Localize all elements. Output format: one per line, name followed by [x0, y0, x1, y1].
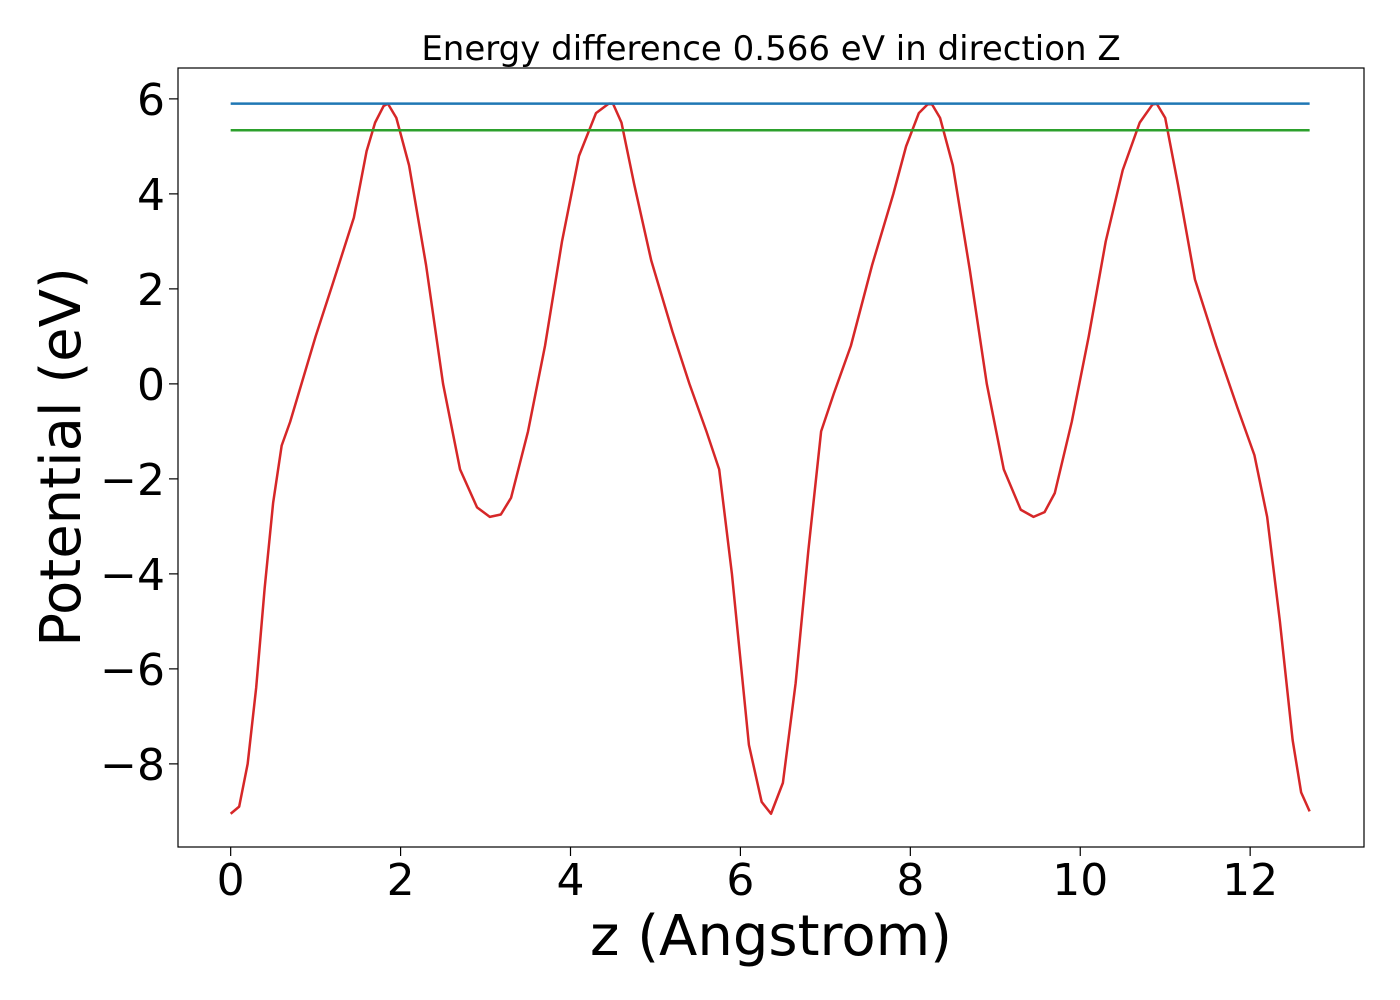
y-tick-label: −2 [100, 455, 165, 506]
x-tick-label: 4 [557, 855, 585, 906]
y-tick-label: −6 [100, 645, 165, 696]
y-tick-label: 4 [137, 170, 165, 221]
y-tick-label: 6 [137, 75, 165, 126]
x-axis-ticks: 0 2 4 6 8 10 12 [217, 847, 1278, 906]
x-tick-label: 2 [387, 855, 415, 906]
y-tick-label: −4 [100, 550, 165, 601]
y-axis-ticks: −8 −6 −4 −2 0 2 4 6 [100, 75, 178, 791]
y-axis-label: Potential (eV) [29, 267, 94, 647]
y-tick-label: 0 [137, 360, 165, 411]
x-tick-label: 10 [1052, 855, 1108, 906]
x-tick-label: 6 [726, 855, 754, 906]
plot-area [177, 67, 1365, 848]
x-tick-label: 0 [217, 855, 245, 906]
y-tick-label: 2 [137, 265, 165, 316]
x-tick-label: 8 [896, 855, 924, 906]
chart-title: Energy difference 0.566 eV in direction … [421, 29, 1120, 69]
x-tick-label: 12 [1222, 855, 1278, 906]
y-tick-label: −8 [100, 740, 165, 791]
x-axis-label: z (Angstrom) [590, 904, 952, 969]
series-line-1 [229, 102, 1311, 815]
series-layer [229, 102, 1311, 815]
